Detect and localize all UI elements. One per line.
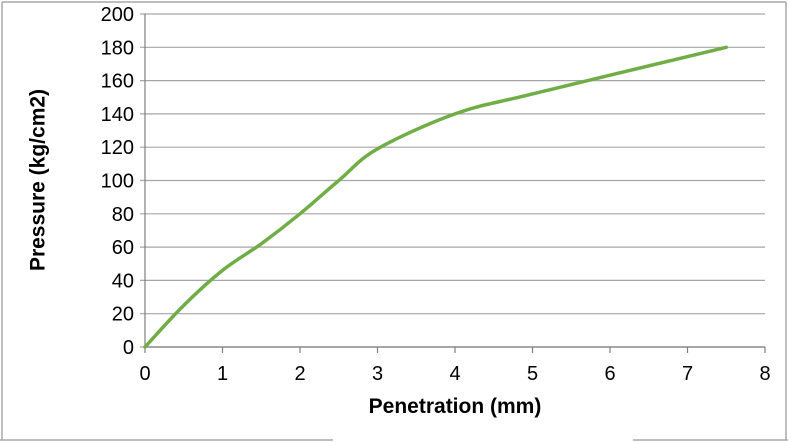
x-tick-label: 3 bbox=[372, 363, 383, 385]
x-axis-title: Penetration (mm) bbox=[369, 395, 542, 418]
y-tick-label: 100 bbox=[101, 171, 134, 193]
x-tick-label: 5 bbox=[527, 363, 538, 385]
y-gridlines bbox=[140, 13, 765, 348]
tick-labels: 0 20 40 60 80 100 120 140 160 180 200 0 1 2 3 4 5 6 7 8 bbox=[101, 4, 771, 385]
x-tick-label: 4 bbox=[449, 363, 460, 385]
x-tick-label: 8 bbox=[759, 363, 770, 385]
y-axis-title: Pressure (kg/cm2) bbox=[27, 89, 50, 271]
y-tick-label: 180 bbox=[101, 37, 134, 59]
y-tick-label: 80 bbox=[112, 204, 134, 226]
x-tick-label: 0 bbox=[139, 363, 150, 385]
y-tick-label: 200 bbox=[101, 4, 134, 26]
y-tick-label: 120 bbox=[101, 137, 134, 159]
y-tick-label: 0 bbox=[123, 337, 134, 359]
x-tick-label: 1 bbox=[217, 363, 228, 385]
pressure-curve bbox=[143, 45, 729, 349]
x-tick-label: 6 bbox=[604, 363, 615, 385]
y-tick-label: 60 bbox=[112, 237, 134, 259]
y-tick-label: 160 bbox=[101, 71, 134, 93]
y-tick-label: 40 bbox=[112, 270, 134, 292]
x-tick-label: 2 bbox=[294, 363, 305, 385]
axes bbox=[144, 14, 766, 353]
y-tick-label: 20 bbox=[112, 304, 134, 326]
y-tick-label: 140 bbox=[101, 104, 134, 126]
x-tick-label: 7 bbox=[682, 363, 693, 385]
series-line bbox=[143, 45, 729, 349]
